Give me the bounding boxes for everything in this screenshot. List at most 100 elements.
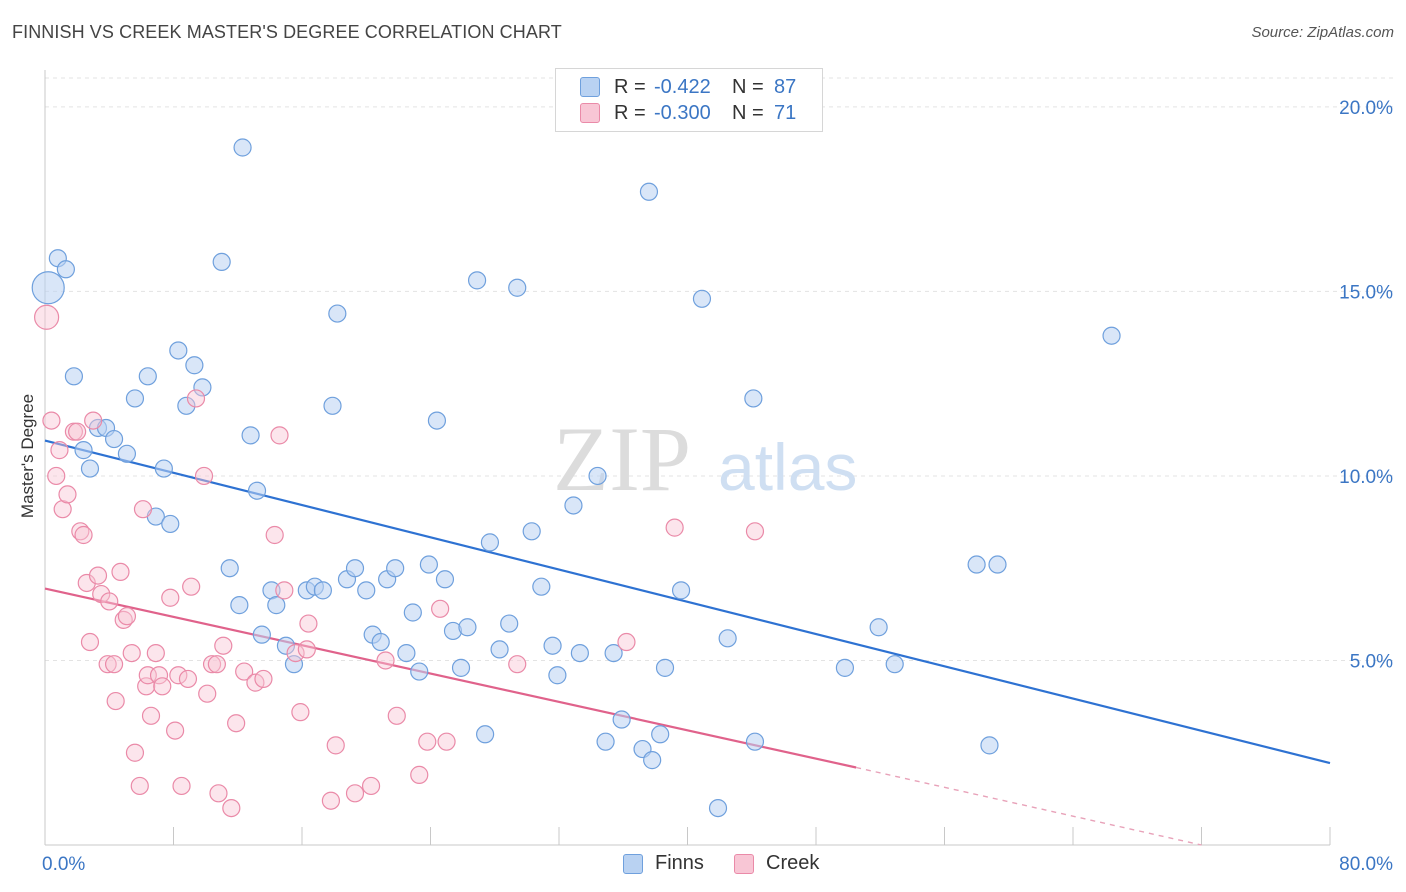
finns-point bbox=[80, 459, 100, 478]
finns-point bbox=[276, 636, 296, 655]
r-label: R = bbox=[614, 75, 646, 98]
creek-point bbox=[202, 655, 222, 674]
creek-point bbox=[98, 655, 117, 674]
finns-point bbox=[490, 640, 509, 659]
source-label: Source: ZipAtlas.com bbox=[1251, 24, 1394, 41]
creek-point bbox=[68, 422, 87, 441]
finns-point bbox=[500, 614, 519, 633]
creek-point bbox=[80, 632, 100, 652]
finns-point bbox=[247, 481, 267, 500]
creek-point bbox=[222, 798, 241, 818]
creek-point bbox=[77, 573, 96, 593]
creek-point bbox=[130, 776, 149, 796]
creek-trend-extension bbox=[856, 766, 1202, 846]
creek-point bbox=[437, 732, 456, 751]
creek-trend-line bbox=[44, 587, 857, 769]
creek-point bbox=[74, 525, 93, 545]
creek-point bbox=[104, 655, 124, 674]
legend-swatch-finns bbox=[580, 77, 600, 97]
creek-point bbox=[376, 651, 395, 670]
finns-point bbox=[117, 444, 137, 463]
finns-point bbox=[267, 596, 286, 615]
creek-point bbox=[270, 426, 289, 445]
finns-point bbox=[185, 356, 204, 375]
legend-row-creek: R = -0.300 N = 71 bbox=[580, 101, 796, 125]
creek-point bbox=[84, 411, 103, 430]
creek-point bbox=[617, 632, 636, 652]
finns-point bbox=[476, 725, 495, 744]
finns-point bbox=[522, 522, 541, 541]
finns-point bbox=[745, 732, 765, 751]
finns-point bbox=[604, 643, 623, 663]
creek-point bbox=[50, 441, 69, 460]
legend-swatch-finns bbox=[623, 853, 643, 874]
finns-point bbox=[104, 429, 124, 449]
creek-point bbox=[146, 643, 165, 663]
finns-point bbox=[177, 396, 196, 415]
finns-point bbox=[161, 514, 180, 534]
creek-point bbox=[214, 636, 233, 655]
finns-point bbox=[467, 271, 487, 290]
finns-point bbox=[869, 618, 888, 637]
legend-item-finns[interactable]: Finns bbox=[623, 852, 704, 875]
finns-point bbox=[988, 555, 1007, 574]
creek-point bbox=[235, 662, 254, 681]
finns-point bbox=[671, 581, 691, 600]
creek-point bbox=[58, 485, 77, 504]
finns-point bbox=[56, 260, 75, 279]
finns-point bbox=[386, 559, 405, 578]
finns-point bbox=[212, 252, 231, 272]
finns-point bbox=[328, 304, 347, 323]
finns-point bbox=[125, 389, 145, 408]
creek-point bbox=[47, 466, 66, 486]
creek-point bbox=[418, 732, 437, 751]
finns-point bbox=[419, 555, 438, 574]
creek-point bbox=[122, 643, 141, 663]
finns-point bbox=[708, 798, 728, 818]
creek-point bbox=[275, 581, 294, 600]
finns-point bbox=[655, 658, 675, 677]
watermark-atlas: atlas bbox=[718, 430, 857, 504]
creek-point bbox=[265, 525, 284, 545]
creek-point bbox=[227, 714, 246, 733]
creek-point bbox=[665, 518, 684, 537]
finns-point bbox=[885, 655, 904, 674]
creek-point bbox=[321, 791, 341, 810]
finns-point bbox=[220, 559, 239, 578]
creek-point bbox=[198, 684, 217, 703]
finns-point bbox=[651, 725, 670, 744]
creek-point bbox=[106, 691, 125, 711]
stats-legend: R = -0.422 N = 87 R = -0.300 N = 71 bbox=[555, 68, 823, 132]
legend-row-finns: R = -0.422 N = 87 bbox=[580, 75, 796, 99]
finns-point bbox=[154, 459, 173, 478]
x-tick-labels: 0.0% 80.0% bbox=[42, 854, 1393, 875]
creek-point bbox=[745, 522, 765, 541]
finns-point bbox=[451, 658, 471, 677]
legend-label-finns: Finns bbox=[655, 852, 704, 874]
x-tick-label-max: 80.0% bbox=[1339, 854, 1393, 875]
legend-swatch-creek bbox=[580, 103, 600, 123]
finns-point bbox=[596, 732, 615, 751]
creek-point bbox=[166, 721, 185, 740]
creek-point bbox=[431, 599, 450, 618]
creek-point bbox=[508, 655, 527, 674]
creek-point bbox=[161, 588, 180, 607]
finns-point bbox=[64, 367, 84, 386]
y-axis-label: Master's Degree bbox=[18, 394, 37, 518]
watermark-zip: ZIP bbox=[553, 408, 691, 510]
creek-point bbox=[42, 411, 61, 430]
creek-point bbox=[178, 669, 198, 689]
y-tick-labels: 5.0% 10.0% 15.0% 20.0% bbox=[1339, 98, 1393, 673]
finns-point bbox=[410, 662, 429, 681]
creek-point bbox=[291, 703, 310, 722]
y-tick-label: 15.0% bbox=[1339, 282, 1393, 303]
finns-point bbox=[967, 555, 986, 574]
finns-point bbox=[532, 577, 551, 596]
legend-item-creek[interactable]: Creek bbox=[734, 852, 819, 875]
creek-point bbox=[153, 677, 172, 696]
finns-point bbox=[371, 632, 390, 652]
r-label: R = bbox=[614, 101, 646, 124]
creek-point bbox=[172, 776, 191, 796]
creek-point bbox=[345, 784, 365, 803]
